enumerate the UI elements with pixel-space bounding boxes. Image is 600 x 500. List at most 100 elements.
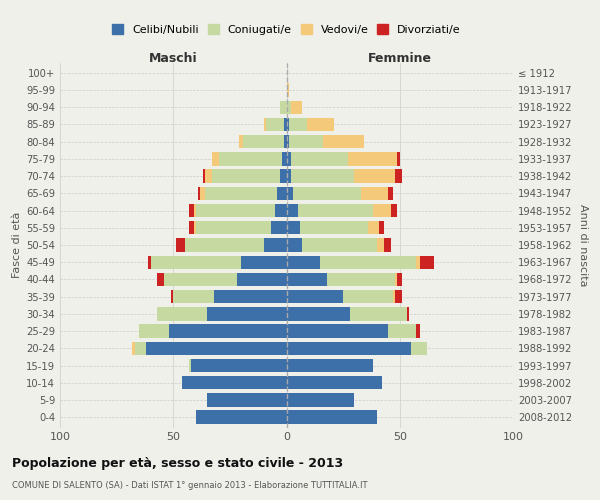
Bar [302,238,377,252]
Bar [287,393,355,406]
Bar [189,204,194,218]
Bar [191,359,287,372]
Bar [236,272,287,286]
Bar [291,170,355,183]
Bar [287,307,350,320]
Bar [287,410,377,424]
Bar [207,393,287,406]
Bar [266,118,284,131]
Bar [416,256,420,269]
Bar [287,186,293,200]
Text: COMUNE DI SALENTO (SA) - Dati ISTAT 1° gennaio 2013 - Elaborazione TUTTITALIA.IT: COMUNE DI SALENTO (SA) - Dati ISTAT 1° g… [12,481,367,490]
Bar [411,342,427,355]
Bar [198,186,200,200]
Bar [287,324,388,338]
Bar [207,307,287,320]
Bar [139,324,169,338]
Bar [264,118,266,131]
Bar [287,359,373,372]
Bar [287,221,300,234]
Bar [388,324,416,338]
Bar [287,170,291,183]
Bar [241,256,287,269]
Bar [343,290,393,304]
Bar [157,272,164,286]
Bar [323,135,364,148]
Bar [420,256,434,269]
Bar [327,272,395,286]
Bar [280,100,287,114]
Bar [395,170,402,183]
Bar [282,152,287,166]
Bar [239,135,244,148]
Bar [287,204,298,218]
Bar [189,221,194,234]
Bar [146,342,287,355]
Bar [395,272,397,286]
Bar [384,238,391,252]
Text: Femmine: Femmine [368,52,432,65]
Bar [196,221,271,234]
Bar [287,118,289,131]
Y-axis label: Anni di nascita: Anni di nascita [578,204,588,286]
Bar [264,238,287,252]
Bar [397,152,400,166]
Bar [200,186,205,200]
Bar [185,238,264,252]
Bar [298,204,373,218]
Bar [171,290,173,304]
Bar [135,342,146,355]
Text: Popolazione per età, sesso e stato civile - 2013: Popolazione per età, sesso e stato civil… [12,458,343,470]
Bar [300,221,368,234]
Bar [287,84,289,97]
Bar [287,376,382,390]
Y-axis label: Fasce di età: Fasce di età [12,212,22,278]
Bar [287,100,291,114]
Bar [388,186,393,200]
Bar [189,359,191,372]
Bar [393,290,395,304]
Bar [284,118,287,131]
Bar [289,118,307,131]
Bar [196,410,287,424]
Bar [194,204,196,218]
Text: Maschi: Maschi [149,52,197,65]
Bar [373,204,391,218]
Bar [194,221,196,234]
Bar [395,290,402,304]
Bar [287,135,289,148]
Bar [391,204,397,218]
Bar [287,152,291,166]
Bar [397,272,402,286]
Bar [289,135,323,148]
Bar [287,272,327,286]
Bar [291,152,347,166]
Bar [287,238,302,252]
Bar [212,152,218,166]
Bar [287,342,411,355]
Bar [277,186,287,200]
Bar [379,221,384,234]
Bar [173,290,214,304]
Bar [275,204,287,218]
Bar [196,204,275,218]
Bar [203,170,205,183]
Bar [416,324,420,338]
Bar [407,307,409,320]
Bar [176,238,185,252]
Bar [271,221,287,234]
Bar [182,376,287,390]
Bar [287,290,343,304]
Bar [205,186,277,200]
Bar [377,238,384,252]
Bar [287,256,320,269]
Bar [350,307,407,320]
Bar [205,170,212,183]
Bar [133,342,135,355]
Bar [212,170,280,183]
Bar [169,324,287,338]
Bar [214,290,287,304]
Bar [291,100,302,114]
Bar [148,256,151,269]
Bar [244,135,284,148]
